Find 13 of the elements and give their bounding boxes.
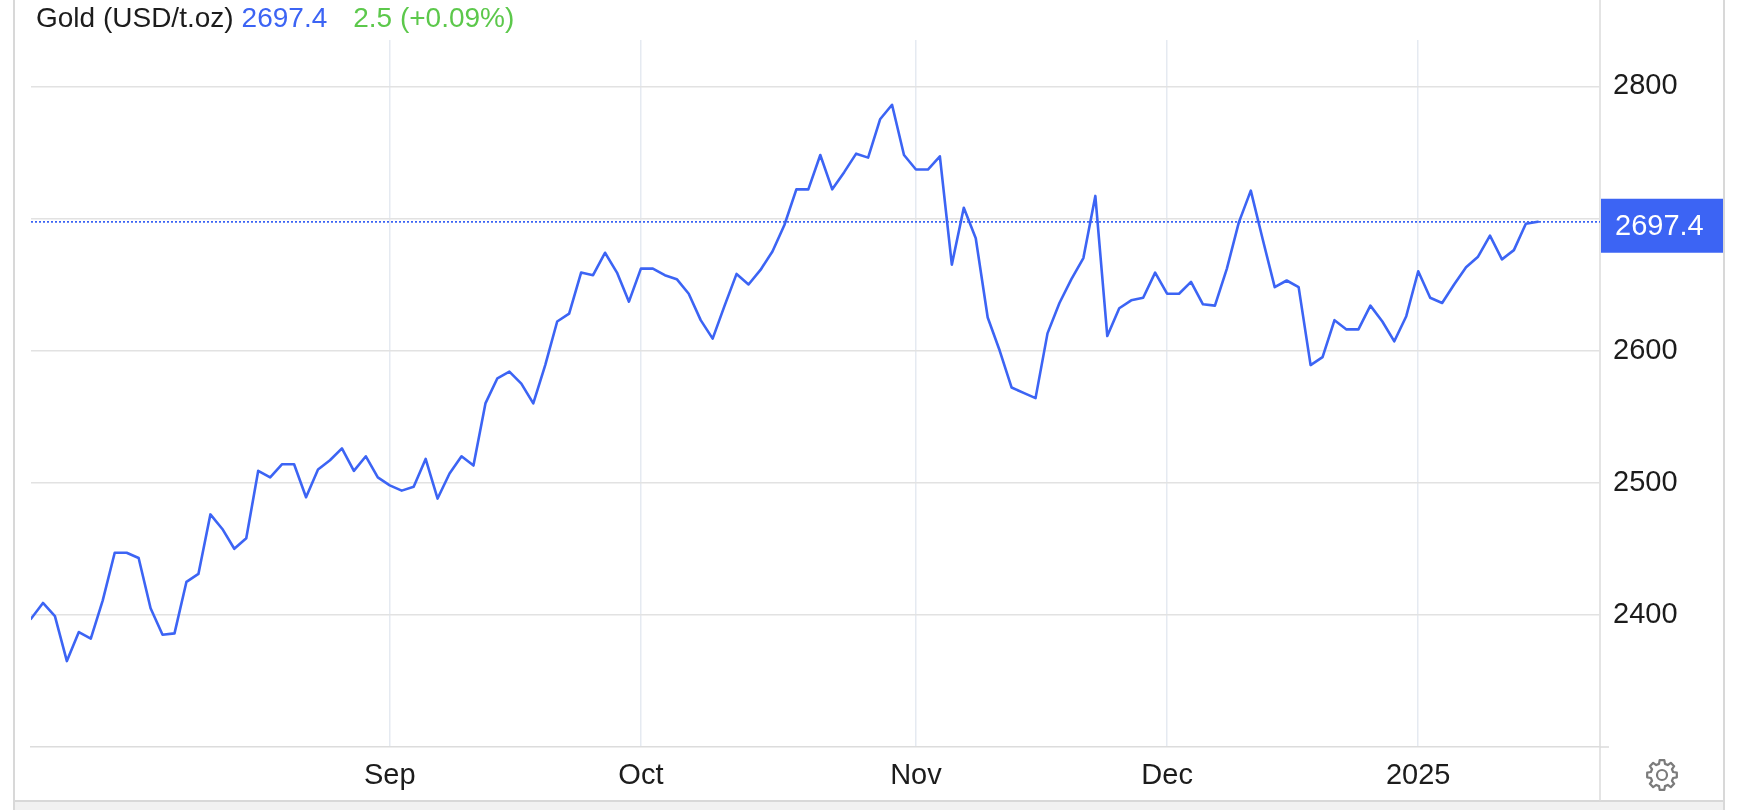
y-tick-label: 2600 bbox=[1613, 332, 1678, 365]
text: 2697.4 bbox=[241, 2, 328, 33]
ref-line-label: 2697.4 bbox=[1615, 208, 1704, 241]
x-tick-label: Sep bbox=[363, 758, 416, 791]
x-tick-label: Nov bbox=[890, 758, 943, 791]
x-tick-label: Oct bbox=[618, 758, 664, 791]
chart-title: Gold (USD/t.oz) bbox=[36, 2, 234, 33]
text: 2.5 (+0.09%) bbox=[353, 2, 515, 33]
y-tick-label: 2400 bbox=[1613, 596, 1678, 629]
x-tick-label: 2025 bbox=[1385, 758, 1451, 791]
y-tick-label: 2800 bbox=[1613, 68, 1678, 101]
x-tick-label: Dec bbox=[1141, 758, 1193, 791]
y-tick-label: 2500 bbox=[1613, 464, 1678, 497]
